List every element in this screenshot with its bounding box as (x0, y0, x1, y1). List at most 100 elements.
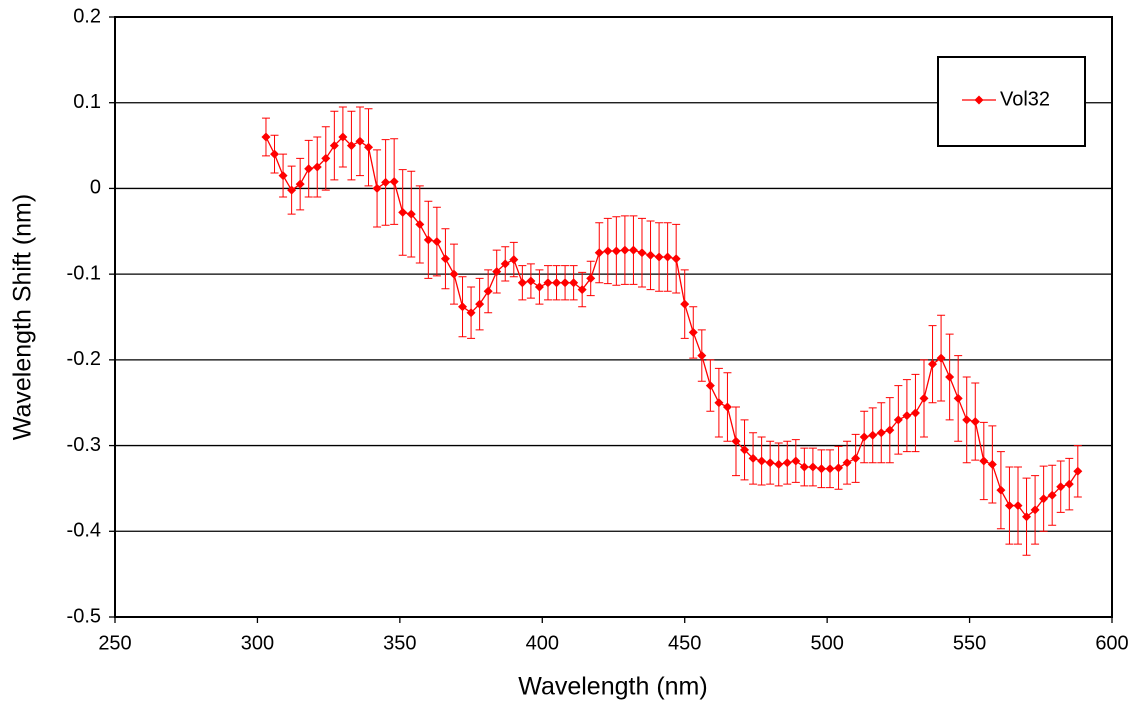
marker (1030, 505, 1040, 515)
marker (543, 278, 553, 288)
marker (825, 464, 835, 474)
marker (560, 278, 570, 288)
marker (466, 308, 476, 318)
x-tick-label: 500 (810, 632, 843, 654)
marker (449, 269, 459, 279)
marker (586, 273, 596, 283)
marker (458, 302, 468, 312)
marker (1047, 490, 1057, 500)
marker (945, 372, 955, 382)
x-tick-label: 300 (241, 632, 274, 654)
y-tick-label: 0.1 (73, 91, 101, 113)
marker (851, 453, 861, 463)
marker (500, 259, 510, 269)
marker (979, 456, 989, 466)
marker (996, 485, 1006, 495)
marker (987, 459, 997, 469)
marker (329, 141, 339, 151)
marker (312, 162, 322, 172)
marker (705, 381, 715, 391)
marker (799, 462, 809, 472)
series-line (265, 136, 1079, 518)
marker (355, 136, 365, 146)
marker (628, 245, 638, 255)
marker (338, 132, 348, 142)
marker (654, 252, 664, 262)
marker (953, 393, 963, 403)
marker (910, 408, 920, 418)
marker (620, 245, 630, 255)
marker (1073, 466, 1083, 476)
x-axis-label: Wavelength (nm) (518, 673, 707, 701)
marker (970, 417, 980, 427)
marker (808, 462, 818, 472)
marker (364, 142, 374, 152)
marker (757, 456, 767, 466)
marker (381, 177, 391, 187)
marker (389, 177, 399, 187)
marker (962, 415, 972, 425)
marker (304, 164, 314, 174)
marker (834, 463, 844, 473)
marker (928, 359, 938, 369)
marker (287, 185, 297, 195)
marker (688, 327, 698, 337)
marker (842, 458, 852, 468)
marker (680, 299, 690, 309)
marker (492, 267, 502, 277)
marker (440, 254, 450, 264)
marker (321, 153, 331, 163)
marker (748, 453, 758, 463)
y-tick-label: -0.2 (67, 348, 101, 370)
marker (577, 285, 587, 295)
marker (740, 445, 750, 455)
marker (791, 456, 801, 466)
marker (346, 141, 356, 151)
marker (278, 171, 288, 181)
legend-label: Vol32 (1000, 88, 1050, 110)
marker (722, 402, 732, 412)
marker (782, 458, 792, 468)
marker (406, 209, 416, 219)
y-tick-label: -0.4 (67, 520, 101, 542)
marker (552, 278, 562, 288)
y-tick-label: -0.5 (67, 605, 101, 627)
y-tick-label: 0.2 (73, 5, 101, 27)
marker (1039, 494, 1049, 504)
marker (1013, 501, 1023, 511)
marker (483, 286, 493, 296)
x-tick-label: 450 (668, 632, 701, 654)
y-tick-label: -0.1 (67, 262, 101, 284)
x-tick-label: 600 (1095, 632, 1128, 654)
marker (697, 351, 707, 361)
marker (646, 250, 656, 260)
marker (432, 237, 442, 247)
marker (885, 425, 895, 435)
marker (876, 428, 886, 438)
marker (936, 353, 946, 363)
marker (663, 252, 673, 262)
marker (1022, 512, 1032, 522)
marker (671, 254, 681, 264)
legend-marker (974, 95, 984, 105)
marker (714, 398, 724, 408)
marker (859, 432, 869, 442)
y-tick-label: -0.3 (67, 434, 101, 456)
marker (295, 179, 305, 189)
marker (526, 276, 536, 286)
marker (398, 207, 408, 217)
marker (1004, 501, 1014, 511)
x-tick-label: 350 (383, 632, 416, 654)
marker (1064, 479, 1074, 489)
marker (594, 248, 604, 258)
legend-box (937, 56, 1086, 147)
marker (919, 393, 929, 403)
x-tick-label: 400 (526, 632, 559, 654)
plot-border (114, 16, 1113, 618)
marker (893, 415, 903, 425)
marker (475, 299, 485, 309)
marker (816, 464, 826, 474)
marker (534, 282, 544, 292)
marker (637, 248, 647, 258)
